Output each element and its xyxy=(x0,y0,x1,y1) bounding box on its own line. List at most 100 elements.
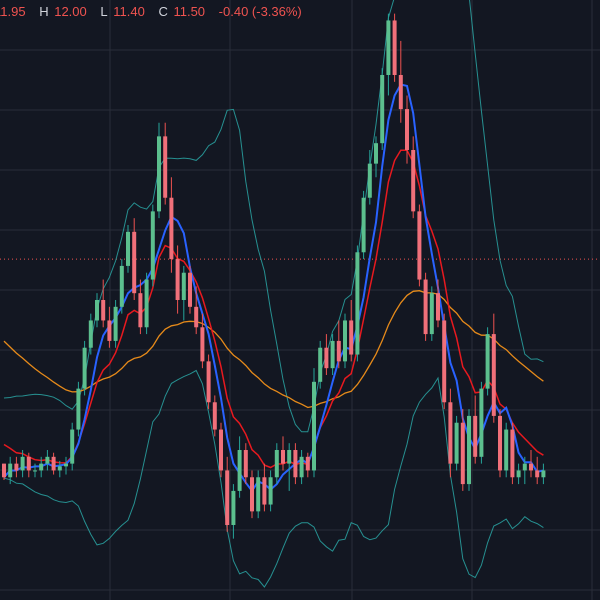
candle-down[interactable] xyxy=(398,40,403,123)
candle-up[interactable] xyxy=(522,456,527,485)
candle-down[interactable] xyxy=(219,422,223,478)
candle-up[interactable] xyxy=(361,190,366,260)
candle-down[interactable] xyxy=(101,279,106,328)
candle-up[interactable] xyxy=(119,259,124,314)
candle-down[interactable] xyxy=(243,443,248,485)
candle-body xyxy=(194,306,199,328)
candle-up[interactable] xyxy=(312,368,316,478)
candle-up[interactable] xyxy=(330,334,335,375)
candle-body xyxy=(448,402,453,464)
candle-up[interactable] xyxy=(113,300,118,348)
candle-down[interactable] xyxy=(163,122,168,205)
candle-down[interactable] xyxy=(2,463,6,480)
candle-down[interactable] xyxy=(336,320,341,369)
candle-up[interactable] xyxy=(231,484,236,539)
candle-up[interactable] xyxy=(504,422,509,478)
candle-down[interactable] xyxy=(175,245,180,314)
candle-down[interactable] xyxy=(417,204,422,287)
candle-up[interactable] xyxy=(76,381,81,437)
candle-up[interactable] xyxy=(256,470,261,519)
candle-up[interactable] xyxy=(237,436,242,498)
candle-down[interactable] xyxy=(324,334,329,375)
candle-up[interactable] xyxy=(479,381,484,464)
candle-down[interactable] xyxy=(206,354,211,410)
candle-body xyxy=(355,252,360,355)
candle-body xyxy=(126,231,130,266)
candle-up[interactable] xyxy=(45,450,50,471)
candle-down[interactable] xyxy=(188,265,192,314)
candle-down[interactable] xyxy=(212,395,217,437)
candle-down[interactable] xyxy=(194,286,199,335)
candle-up[interactable] xyxy=(299,450,304,485)
candle-up[interactable] xyxy=(144,272,149,335)
candle-down[interactable] xyxy=(200,313,205,369)
candle-down[interactable] xyxy=(138,279,143,335)
candle-down[interactable] xyxy=(498,409,502,478)
candle-down[interactable] xyxy=(26,452,31,478)
candle-down[interactable] xyxy=(281,436,285,471)
candle-up[interactable] xyxy=(150,204,155,287)
candle-down[interactable] xyxy=(510,422,515,485)
candle-down[interactable] xyxy=(132,218,137,300)
candle-down[interactable] xyxy=(14,456,19,478)
candle-up[interactable] xyxy=(20,450,25,478)
candle-up[interactable] xyxy=(88,313,93,355)
candle-body xyxy=(181,272,186,300)
candle-down[interactable] xyxy=(225,456,230,532)
candle-down[interactable] xyxy=(448,388,453,478)
candle-body xyxy=(312,381,316,471)
candle-down[interactable] xyxy=(250,470,254,519)
candle-up[interactable] xyxy=(8,456,13,485)
candle-up[interactable] xyxy=(429,286,434,341)
candle-up[interactable] xyxy=(343,313,347,369)
candle-up[interactable] xyxy=(485,327,490,396)
candle-up[interactable] xyxy=(181,265,186,321)
candle-down[interactable] xyxy=(169,177,174,273)
candle-down[interactable] xyxy=(460,409,465,491)
candle-up[interactable] xyxy=(374,136,378,178)
candle-down[interactable] xyxy=(442,313,447,410)
candle-up[interactable] xyxy=(39,456,44,478)
candle-down[interactable] xyxy=(423,272,428,341)
candle-down[interactable] xyxy=(411,136,416,219)
candle-up[interactable] xyxy=(467,409,471,491)
candle-up[interactable] xyxy=(516,463,521,485)
candle-up[interactable] xyxy=(268,470,273,512)
candle-up[interactable] xyxy=(274,443,279,485)
candle-up[interactable] xyxy=(95,293,99,328)
candle-up[interactable] xyxy=(367,150,372,205)
candle-up[interactable] xyxy=(126,225,130,273)
candle-up[interactable] xyxy=(287,443,292,491)
candle-body xyxy=(374,143,378,164)
candle-down[interactable] xyxy=(349,300,354,362)
candle-up[interactable] xyxy=(57,460,62,478)
candle-down[interactable] xyxy=(293,443,298,485)
candle-down[interactable] xyxy=(535,456,540,485)
candle-down[interactable] xyxy=(107,306,112,348)
candle-up[interactable] xyxy=(33,463,37,478)
candle-down[interactable] xyxy=(305,452,310,478)
candle-up[interactable] xyxy=(82,340,87,396)
candle-up[interactable] xyxy=(157,122,161,219)
candle-down[interactable] xyxy=(529,450,533,478)
candle-up[interactable] xyxy=(318,340,323,389)
candle-down[interactable] xyxy=(491,313,496,423)
candle-up[interactable] xyxy=(355,245,360,362)
candle-up[interactable] xyxy=(541,463,546,485)
candle-up[interactable] xyxy=(70,422,75,471)
candle-body xyxy=(243,450,248,478)
candle-down[interactable] xyxy=(405,95,409,164)
candle-down[interactable] xyxy=(436,279,440,328)
candle-down[interactable] xyxy=(51,452,56,475)
candles[interactable] xyxy=(2,13,546,539)
candle-up[interactable] xyxy=(386,13,391,96)
candle-up[interactable] xyxy=(454,415,459,471)
candle-down[interactable] xyxy=(392,13,397,82)
candle-up[interactable] xyxy=(380,68,385,150)
legend-open-value: 11.95 xyxy=(0,4,26,19)
candle-up[interactable] xyxy=(64,456,68,475)
candle-down[interactable] xyxy=(262,463,267,512)
candle-down[interactable] xyxy=(473,395,478,464)
